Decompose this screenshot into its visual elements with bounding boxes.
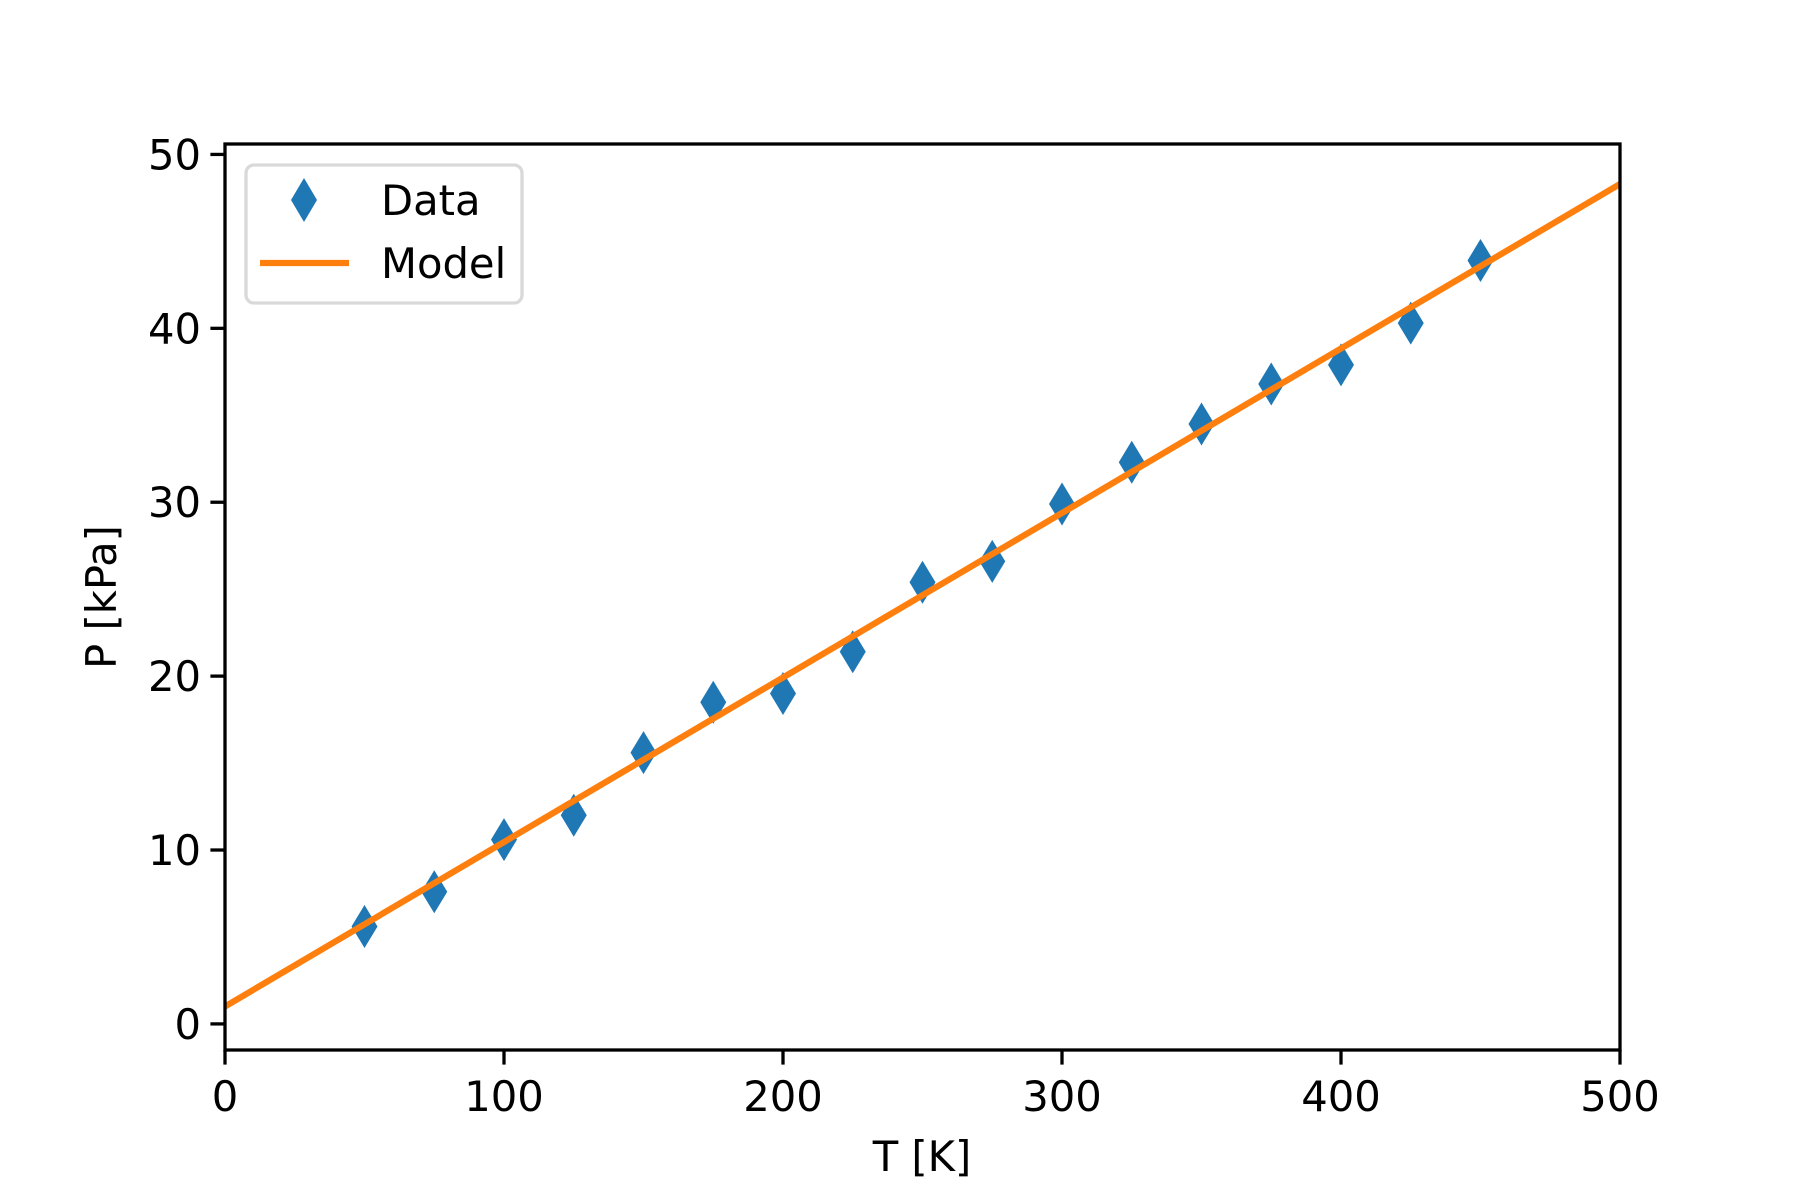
y-tick-label: 40 [148,304,201,353]
axes-frame [223,142,1622,1052]
y-tick-label: 20 [148,652,201,701]
y-tick-label: 0 [174,1000,201,1049]
x-axis-label: T [K] [872,1132,972,1181]
x-tick-label: 0 [212,1072,239,1121]
x-tick-label: 100 [464,1072,544,1121]
x-axis-ticks: 0 100 200 300 400 500 [212,1050,1660,1121]
y-axis-label: P [kPa] [77,525,126,669]
y-axis-ticks: 0 10 20 30 40 50 [148,130,225,1049]
legend-label-data: Data [381,176,481,225]
legend-diamond-icon [291,178,317,222]
y-tick-label: 30 [148,478,201,527]
y-tick-label: 50 [148,130,201,179]
x-tick-label: 500 [1580,1072,1660,1121]
model-series-line [225,180,1620,1011]
y-tick-label: 10 [148,826,201,875]
x-tick-label: 200 [743,1072,823,1121]
x-tick-label: 300 [1022,1072,1102,1121]
legend-label-model: Model [381,239,506,288]
x-tick-label: 400 [1301,1072,1381,1121]
model-line-path [225,180,1620,1011]
legend: Data Model [244,163,524,305]
